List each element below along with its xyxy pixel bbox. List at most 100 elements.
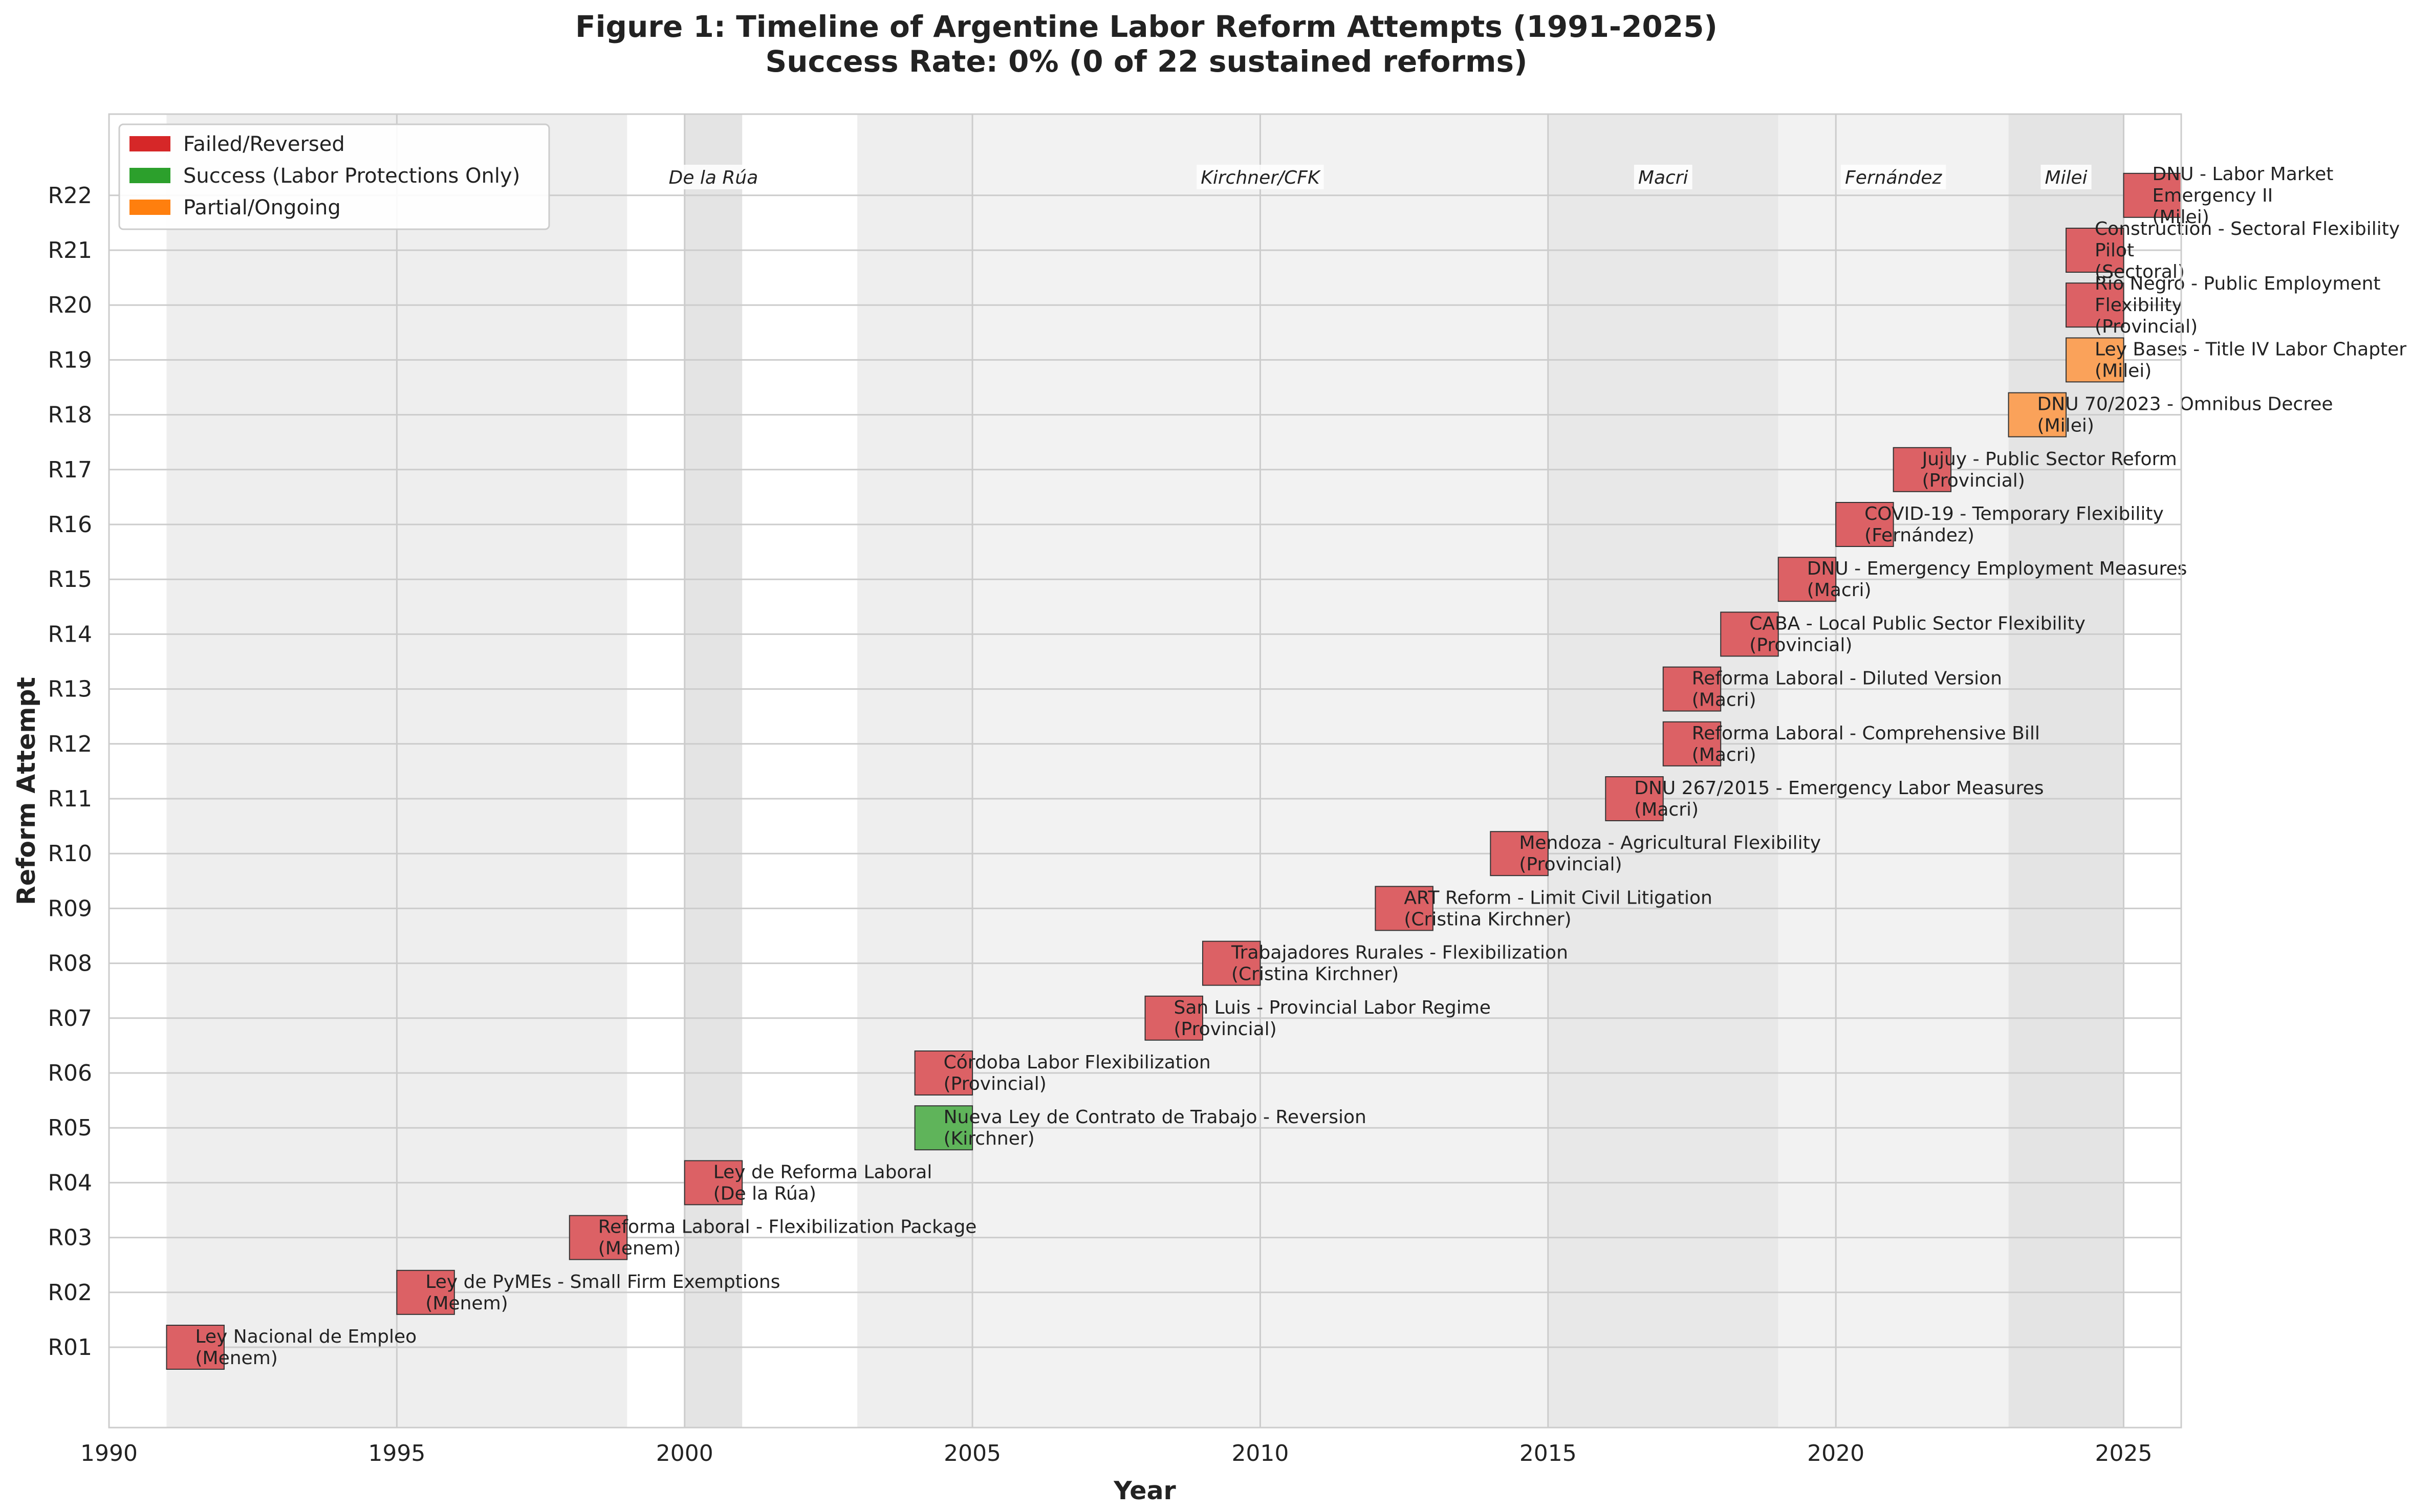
legend: Failed/Reversed Success (Labor Protection… bbox=[118, 123, 550, 230]
chart-title: Figure 1: Timeline of Argentine Labor Re… bbox=[575, 9, 1718, 44]
bar-label: DNU - Emergency Employment Measures (Macr… bbox=[1807, 558, 2187, 601]
reform-bar bbox=[1490, 831, 1549, 876]
reform-bar bbox=[166, 1325, 225, 1370]
y-tick-label: R19 bbox=[48, 347, 92, 373]
legend-swatch bbox=[129, 168, 170, 183]
bar-label: San Luis - Provincial Labor Regime (Provi… bbox=[1174, 997, 1491, 1040]
bar-label: Trabajadores Rurales - Flexibilization (C… bbox=[1231, 943, 1568, 985]
era-label-group: Fernández bbox=[1841, 165, 1946, 189]
y-tick-label: R22 bbox=[48, 183, 92, 209]
bar-label: Jujuy - Public Sector Reform (Provincial) bbox=[1921, 449, 2177, 491]
x-tick-label: 2000 bbox=[656, 1440, 713, 1466]
y-tick-label: R10 bbox=[48, 841, 92, 867]
y-tick-label: R01 bbox=[48, 1334, 92, 1361]
era-label-bg bbox=[2040, 165, 2092, 189]
era-label-bg bbox=[664, 165, 763, 189]
bar-label: Reforma Laboral - Comprehensive Bill (Mac… bbox=[1692, 723, 2040, 765]
era-label-group: De la Rúa bbox=[664, 165, 763, 189]
bar-label: Construction - Sectoral Flexibility Pilot… bbox=[2095, 218, 2400, 282]
era-label: Milei bbox=[2045, 167, 2087, 188]
y-axis-label: Reform Attempt bbox=[12, 677, 41, 905]
legend-box bbox=[118, 123, 550, 230]
reform-bar bbox=[1720, 611, 1779, 657]
reform-bar bbox=[1605, 776, 1664, 821]
bar-label: DNU 70/2023 - Omnibus Decree (Milei) bbox=[2037, 394, 2333, 436]
y-tick-label: R12 bbox=[48, 731, 92, 757]
era-band bbox=[1778, 114, 2009, 1428]
bar-label: DNU 267/2015 - Emergency Labor Measures(… bbox=[1634, 778, 2044, 820]
era-label: Kirchner/CFK bbox=[1201, 167, 1321, 188]
era-label-bg bbox=[1841, 165, 1946, 189]
era-label: Fernández bbox=[1845, 167, 1942, 188]
legend-swatch bbox=[129, 200, 170, 215]
reform-bar bbox=[2008, 392, 2067, 437]
x-tick-label: 2025 bbox=[2095, 1440, 2153, 1466]
bar-label: Río Negro - Public Employment Flexibility… bbox=[2095, 273, 2380, 337]
y-tick-label: R03 bbox=[48, 1225, 92, 1251]
chart-subtitle: Success Rate: 0% (0 of 22 sustained refo… bbox=[765, 44, 1527, 79]
y-tick-label: R20 bbox=[48, 292, 92, 318]
legend-label: Success (Labor Protections Only) bbox=[183, 164, 520, 188]
x-tick-label: 1995 bbox=[368, 1440, 425, 1466]
era-label-group: Milei bbox=[2040, 165, 2092, 189]
bar-label: Nueva Ley de Contrato de Trabajo - Rever… bbox=[944, 1107, 1366, 1149]
era-band bbox=[2008, 114, 2124, 1428]
y-tick-label: R13 bbox=[48, 676, 92, 703]
reform-bar bbox=[1202, 940, 1261, 986]
y-tick-label: R18 bbox=[48, 402, 92, 428]
y-tick-label: R06 bbox=[48, 1060, 92, 1086]
plot-area: De la Rúa Kirchner/CFK Macri Fernández Milei… bbox=[48, 113, 2406, 1466]
y-tick-label: R17 bbox=[48, 457, 92, 483]
y-tick-label: R14 bbox=[48, 621, 92, 647]
bar-label: Mendoza - Agricultural Flexibility (Provi… bbox=[1519, 832, 1821, 875]
era-label-group: Kirchner/CFK bbox=[1197, 165, 1324, 189]
reform-bar bbox=[2066, 228, 2124, 273]
reform-bar bbox=[1662, 721, 1722, 766]
y-tick-label: R15 bbox=[48, 566, 92, 593]
era-band bbox=[857, 114, 973, 1428]
reform-bar bbox=[1375, 886, 1433, 931]
era-label-bg bbox=[1634, 165, 1692, 189]
era-band bbox=[1548, 114, 1778, 1428]
reform-bar bbox=[2066, 282, 2124, 328]
y-tick-label: R04 bbox=[48, 1170, 92, 1196]
reform-bar bbox=[396, 1269, 455, 1315]
x-tick-label: 2005 bbox=[944, 1440, 1001, 1466]
legend-label: Failed/Reversed bbox=[183, 133, 345, 156]
y-tick-label: R07 bbox=[48, 1005, 92, 1032]
reform-bar bbox=[914, 1105, 973, 1151]
bar-label: Ley de PyMEs - Small Firm Exemptions (Men… bbox=[425, 1272, 780, 1314]
bar-label: Ley Nacional de Empleo (Menem) bbox=[195, 1326, 417, 1369]
reform-bar bbox=[1835, 502, 1894, 547]
reform-bar bbox=[1777, 557, 1837, 602]
bar-label: Ley de Reforma Laboral (De la Rúa) bbox=[713, 1162, 932, 1204]
x-tick-label: 2020 bbox=[1807, 1440, 1864, 1466]
x-tick-label: 2010 bbox=[1231, 1440, 1289, 1466]
plot-frame bbox=[108, 113, 2182, 1429]
era-label-bg bbox=[1197, 165, 1324, 189]
reform-bar bbox=[2123, 172, 2182, 218]
reform-bar bbox=[1893, 447, 1952, 492]
era-label: De la Rúa bbox=[669, 167, 758, 188]
y-tick-label: R02 bbox=[48, 1280, 92, 1306]
era-label-group: Macri bbox=[1634, 165, 1692, 189]
bar-label: ART Reform - Limit Civil Litigation (Cris… bbox=[1404, 887, 1712, 930]
reform-bar bbox=[914, 1050, 973, 1095]
bar-label: CABA - Local Public Sector Flexibility (P… bbox=[1749, 613, 2086, 655]
x-tick-label: 1990 bbox=[80, 1440, 138, 1466]
x-tick-label: 2015 bbox=[1519, 1440, 1577, 1466]
y-tick-label: R16 bbox=[48, 512, 92, 538]
legend-label: Partial/Ongoing bbox=[183, 196, 341, 220]
y-tick-label: R05 bbox=[48, 1115, 92, 1141]
era-label: Macri bbox=[1638, 167, 1688, 188]
bar-label: Reforma Laboral - Diluted Version (Macri) bbox=[1692, 668, 2002, 711]
reform-bar bbox=[684, 1160, 743, 1206]
bar-label: DNU - Labor Market Emergency II (Milei) bbox=[2153, 164, 2334, 228]
reform-bar bbox=[2066, 337, 2124, 383]
y-tick-label: R11 bbox=[48, 786, 92, 812]
legend-swatch bbox=[129, 136, 170, 151]
y-tick-label: R21 bbox=[48, 237, 92, 264]
x-axis-label: Year bbox=[1113, 1476, 1176, 1505]
bar-label: Ley Bases - Title IV Labor Chapter (Milei… bbox=[2095, 339, 2406, 381]
bar-label: Reforma Laboral - Flexibilization Packag… bbox=[598, 1217, 977, 1259]
